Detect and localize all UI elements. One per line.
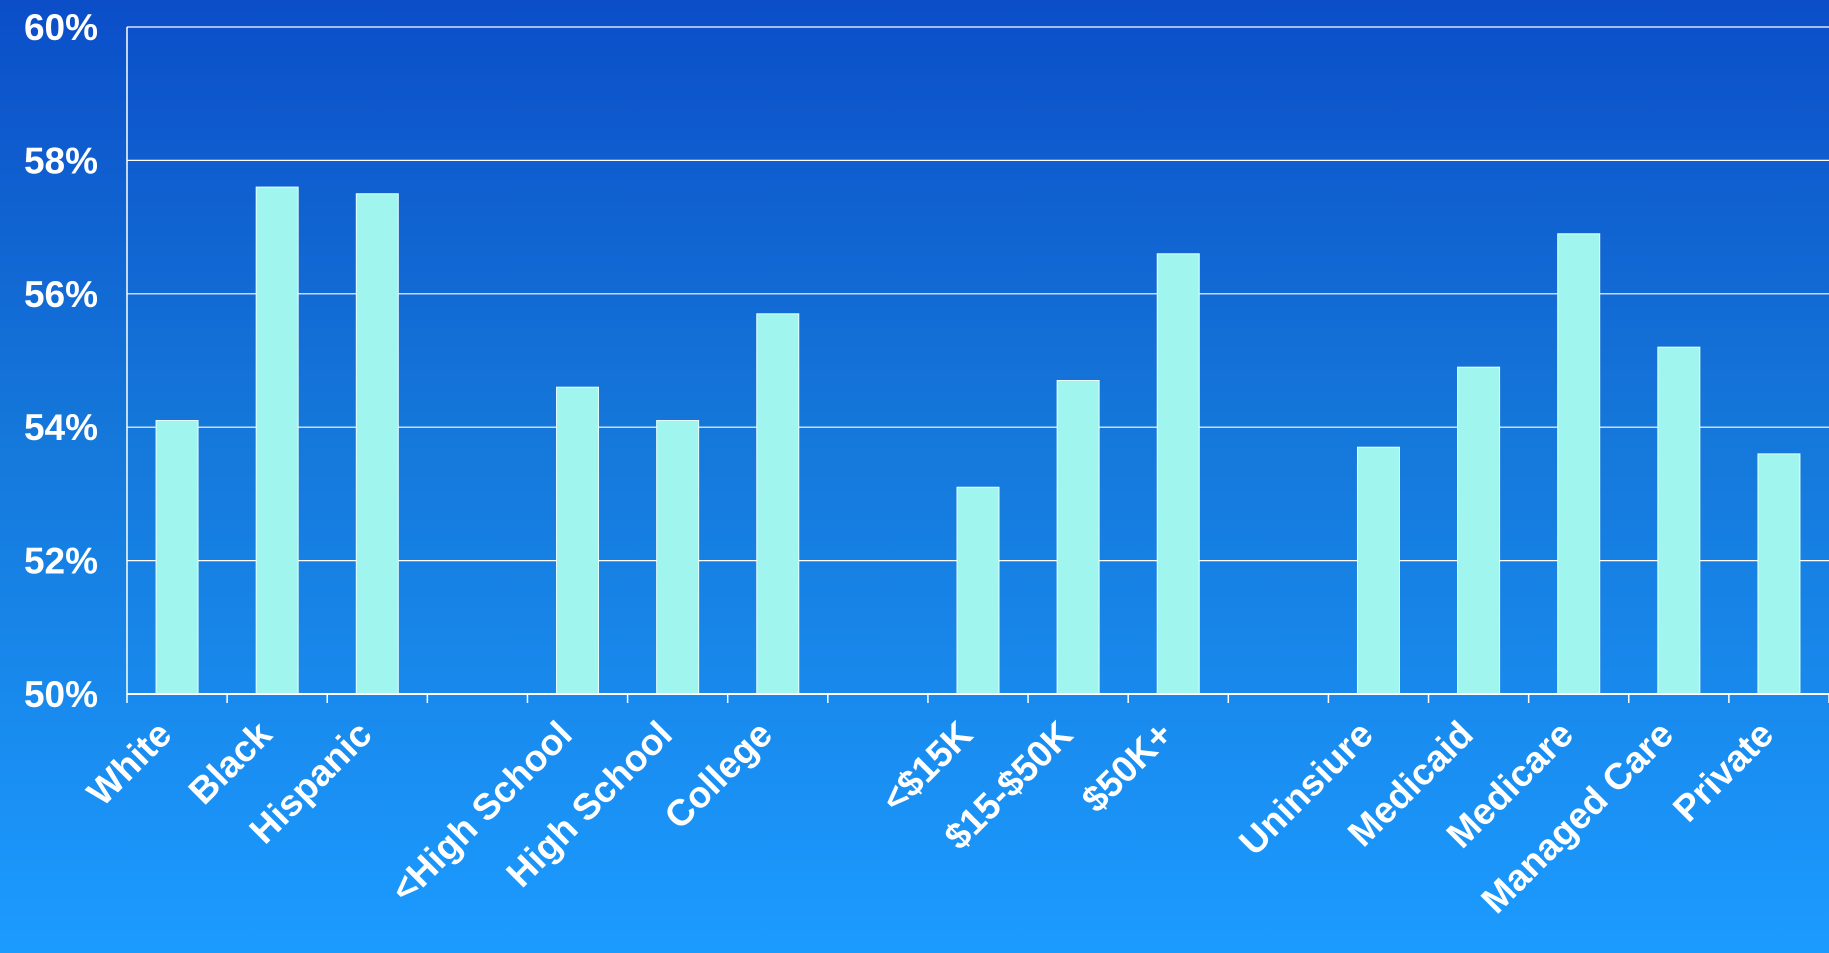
x-tick-label: <High School: [383, 713, 580, 910]
axes: [126, 27, 1829, 703]
y-tick-label: 50%: [24, 674, 98, 715]
y-tick-label: 54%: [24, 407, 98, 448]
bar: [1156, 253, 1200, 695]
bar: [1557, 233, 1601, 695]
bar: [155, 420, 199, 695]
bar: [1056, 380, 1100, 695]
x-tick-label: Black: [181, 713, 280, 812]
x-tick-label: $50K+: [1074, 713, 1181, 820]
bar: [355, 193, 399, 695]
y-tick-label: 60%: [24, 7, 98, 48]
bar: [1457, 366, 1501, 695]
bar: [756, 313, 800, 695]
y-tick-labels: 50% 52% 54% 56% 58% 60%: [24, 7, 98, 715]
bars: [155, 186, 1801, 695]
bar: [656, 420, 700, 695]
bar: [255, 186, 299, 695]
bar: [956, 486, 1000, 695]
x-tick-label: College: [657, 713, 780, 836]
y-tick-label: 56%: [24, 274, 98, 315]
y-tick-label: 58%: [24, 140, 98, 181]
x-tick-label: Private: [1665, 713, 1781, 829]
x-tick-label: White: [79, 713, 179, 813]
bar: [1757, 453, 1801, 695]
gridlines: [127, 26, 1829, 562]
bar: [556, 386, 600, 695]
bar: [1356, 446, 1400, 695]
y-tick-label: 52%: [24, 541, 98, 582]
bar: [1657, 346, 1701, 695]
